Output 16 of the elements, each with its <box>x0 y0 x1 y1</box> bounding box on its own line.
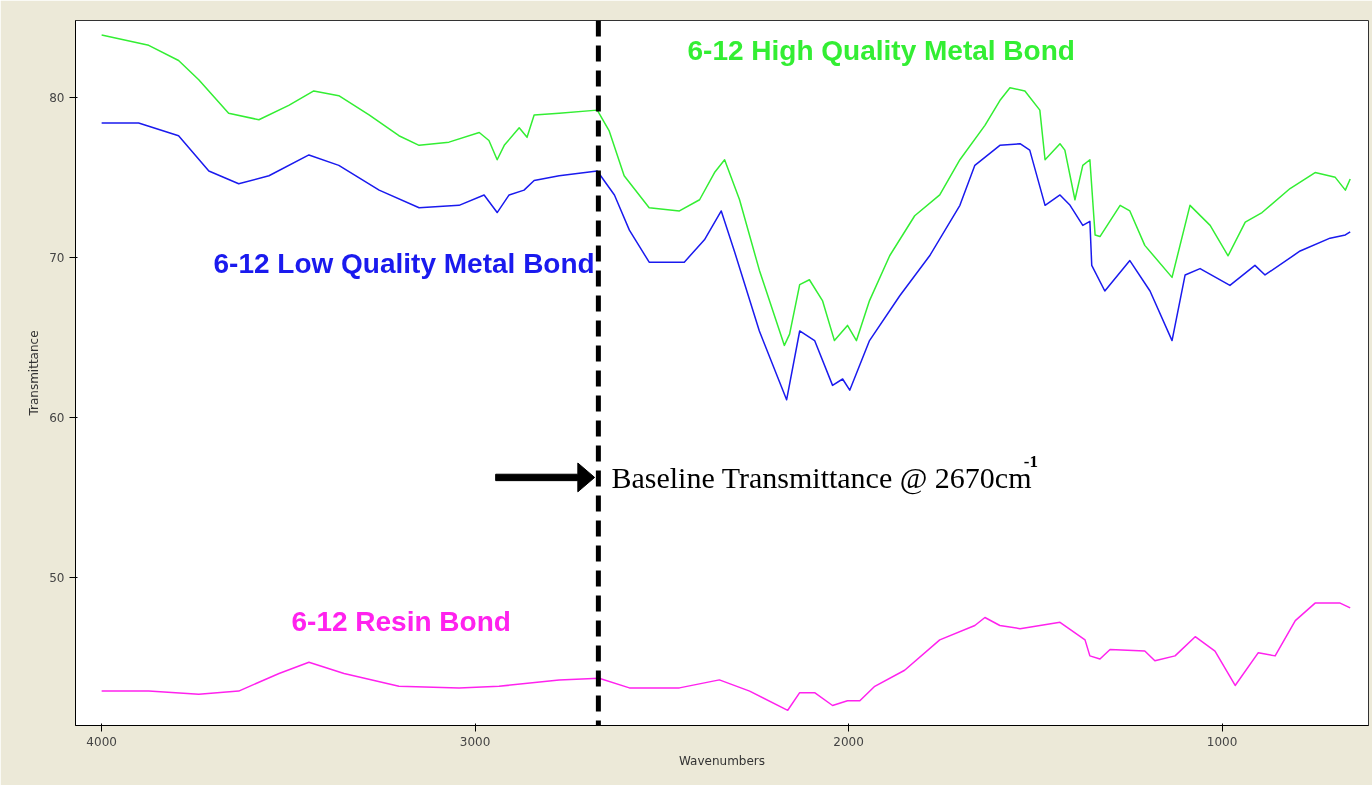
line-series <box>100 602 1351 712</box>
x-axis-title: Wavenumbers <box>678 753 766 768</box>
series-label: 6-12 Resin Bond <box>291 605 511 637</box>
x-tick-label: 1000 <box>1206 734 1238 749</box>
x-tick-label: 2000 <box>833 734 864 749</box>
y-tick-label: 50 <box>49 570 65 585</box>
series-label: 6-12 Low Quality Metal Bond <box>213 247 595 279</box>
y-tick-label: 70 <box>49 250 65 265</box>
line-series <box>100 122 1351 401</box>
y-axis-title: Transmittance <box>27 330 42 417</box>
series-label: 6-12 High Quality Metal Bond <box>687 34 1075 66</box>
line-series <box>100 34 1351 347</box>
x-tick-label: 4000 <box>86 734 117 749</box>
x-tick-label: 3000 <box>459 734 491 749</box>
y-tick-label: 60 <box>49 410 65 425</box>
y-tick-label: 80 <box>49 90 65 105</box>
